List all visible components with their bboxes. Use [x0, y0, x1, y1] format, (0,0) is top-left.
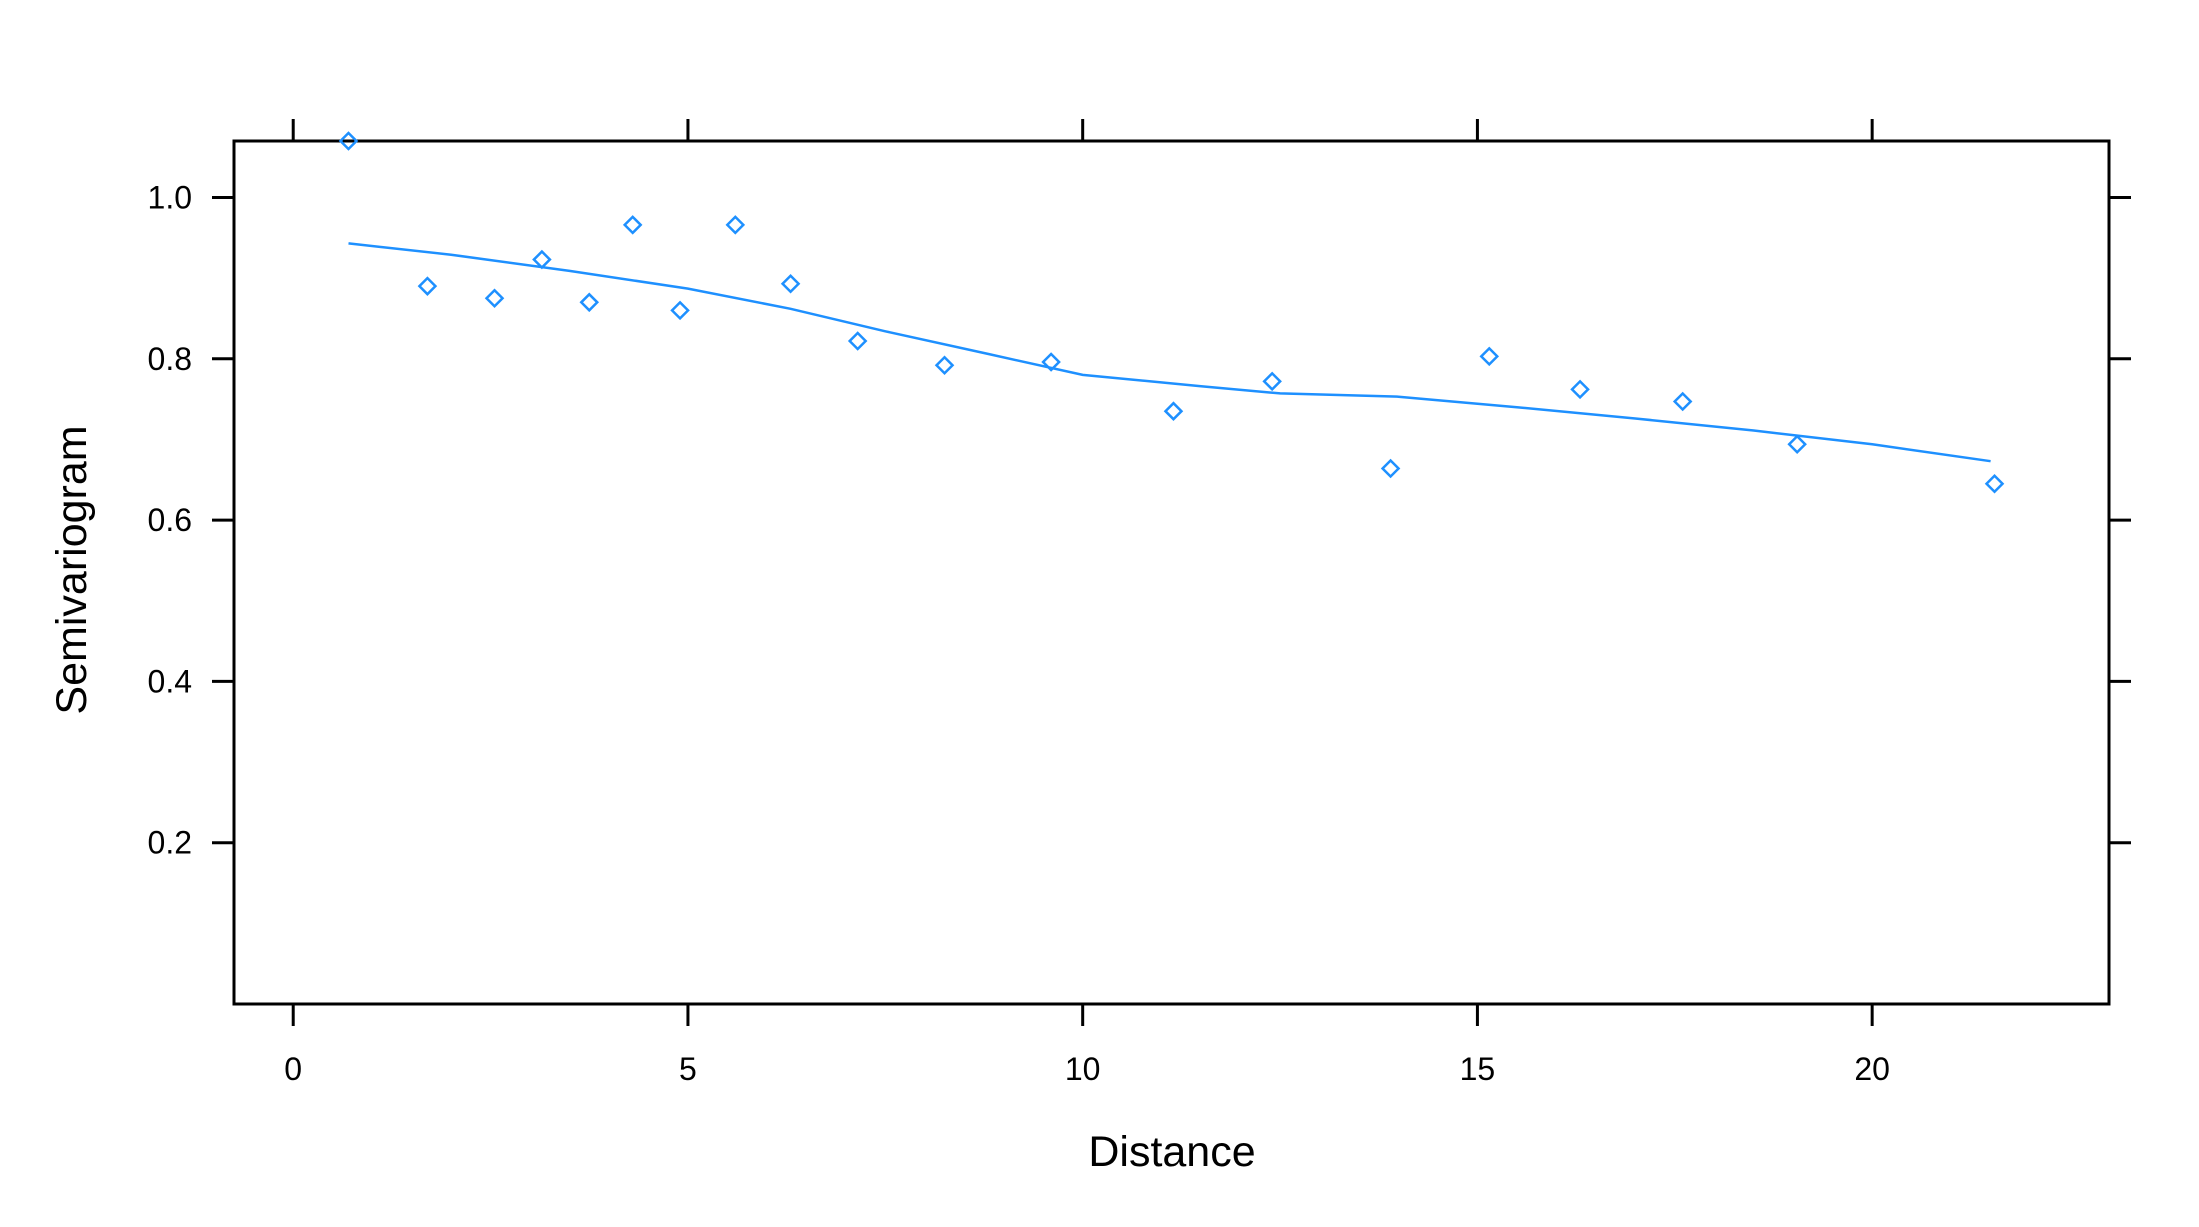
data-point: [484, 288, 505, 309]
x-tick-label: 20: [1854, 1051, 1890, 1087]
y-tick-label: 0.2: [148, 825, 192, 861]
x-axis-title: Distance: [1088, 1128, 1255, 1176]
x-axis-tick-labels: 0 5 10 15 20: [284, 1051, 1890, 1087]
data-point: [725, 215, 746, 235]
y-tick-label: 0.8: [148, 341, 192, 377]
data-points: [338, 131, 2005, 494]
x-tick-label: 10: [1065, 1051, 1101, 1087]
data-point: [934, 355, 955, 375]
smooth-line-layer: [348, 242, 1991, 463]
data-point: [579, 292, 600, 313]
y-axis-tick-labels: 0.2 0.4 0.6 0.8 1.0: [148, 179, 192, 860]
data-point: [532, 249, 552, 270]
y-tick-label: 0.6: [148, 502, 192, 538]
data-point: [1163, 401, 1184, 421]
data-point: [847, 331, 868, 351]
data-point: [1672, 391, 1693, 412]
data-point: [338, 131, 359, 151]
data-point: [1479, 346, 1500, 367]
x-tick-label: 0: [284, 1051, 302, 1087]
data-point: [1570, 379, 1590, 400]
plot-frame: [232, 139, 2111, 1006]
y-axis-title: Semivariogram: [48, 425, 96, 714]
y-tick-label: 0.4: [148, 663, 192, 699]
data-point: [417, 276, 438, 296]
data-point: [1984, 474, 2005, 494]
x-tick-label: 15: [1460, 1051, 1496, 1087]
x-axis-ticks: [291, 119, 1874, 1026]
smooth-line: [348, 242, 1991, 463]
data-point: [780, 273, 801, 294]
x-tick-label: 5: [679, 1051, 697, 1087]
data-point: [1041, 352, 1061, 372]
data-point: [1262, 371, 1282, 392]
data-point: [1380, 458, 1401, 479]
y-tick-label: 1.0: [148, 179, 192, 215]
data-point: [622, 215, 643, 235]
data-point: [670, 300, 690, 321]
y-axis-ticks: [212, 195, 2131, 845]
data-point: [1787, 434, 1807, 455]
